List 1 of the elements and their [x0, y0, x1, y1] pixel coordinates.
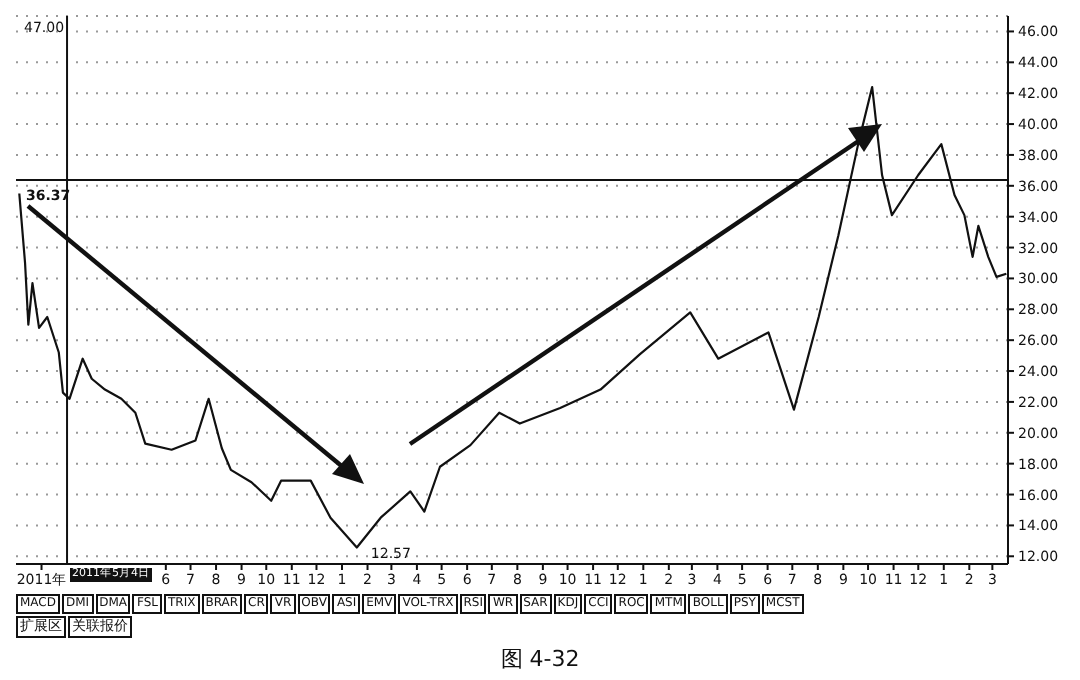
caption: 图 4-32 — [498, 644, 582, 674]
